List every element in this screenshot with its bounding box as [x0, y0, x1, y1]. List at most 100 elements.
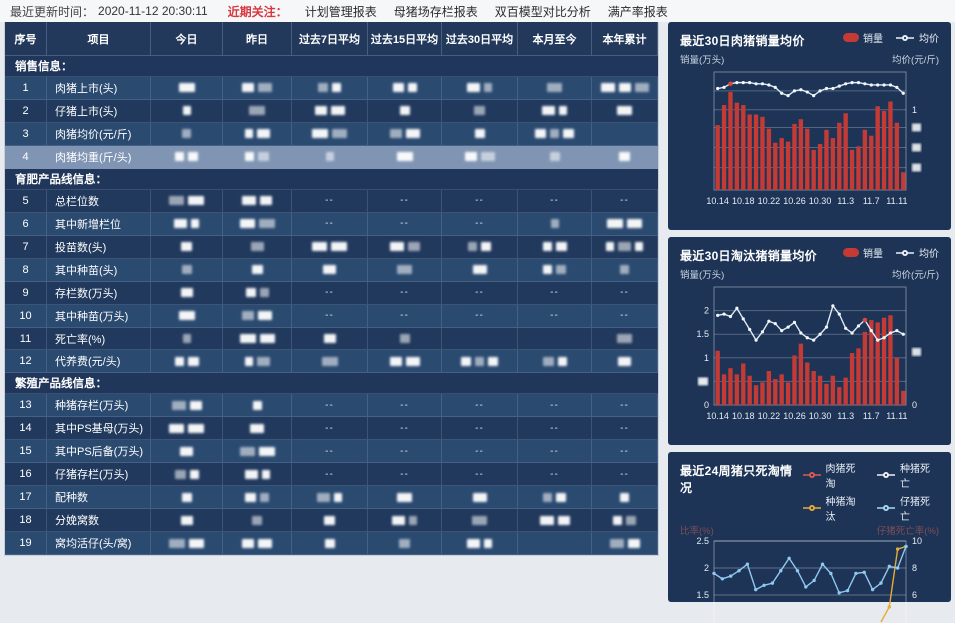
svg-text:10.14: 10.14	[706, 196, 729, 206]
legend-label: 销量	[863, 34, 883, 45]
row-number: 9	[5, 281, 47, 305]
redacted-value	[239, 334, 256, 343]
value-cell	[442, 145, 518, 169]
report-table: 序号 项目 今日 昨日 过去7日平均 过去15日平均 过去30日平均 本月至今 本年累计 销售信息…	[4, 22, 659, 556]
redacted-value	[242, 196, 256, 206]
value-cell: --	[368, 417, 442, 441]
empty-value: --	[325, 399, 334, 411]
redacted-value	[187, 356, 199, 366]
value-cell: --	[292, 394, 368, 418]
table-row[interactable]: 12 代养费(元/头)	[5, 350, 658, 374]
table-row[interactable]: 8 其中种苗(头)	[5, 258, 658, 282]
empty-value: --	[620, 310, 629, 322]
row-label: 窝均活仔(头/窝)	[47, 532, 151, 556]
svg-text:0: 0	[704, 400, 709, 410]
report-tab-2[interactable]: 母猪场存栏报表	[393, 4, 478, 19]
redacted-value	[242, 83, 254, 93]
section-header: 繁殖产品线信息：	[5, 373, 658, 395]
table-row[interactable]: 10 其中种苗(万头) -- -- -- -- --	[5, 304, 658, 328]
table-row[interactable]: 18 分娩窝数	[5, 509, 658, 533]
svg-text:10.22: 10.22	[758, 196, 781, 206]
value-cell	[151, 235, 223, 259]
table-row[interactable]: 15 其中PS后备(万头) -- -- -- -- --	[5, 440, 658, 464]
empty-value: --	[400, 310, 409, 322]
row-label: 投苗数(头)	[47, 235, 151, 259]
report-tab-1[interactable]: 计划管理报表	[304, 4, 377, 19]
empty-value: --	[325, 468, 334, 480]
recent-focus-label: 近期关注：	[227, 4, 288, 19]
empty-value: --	[620, 468, 629, 480]
legend-item-4[interactable]: 仔猪死亡	[876, 493, 939, 523]
value-cell: --	[368, 463, 442, 487]
value-cell: --	[518, 463, 592, 487]
value-cell	[442, 509, 518, 533]
row-label: 分娩窝数	[47, 509, 151, 533]
empty-value: --	[400, 445, 409, 457]
redacted-value	[244, 469, 258, 479]
redacted-value	[474, 106, 485, 116]
redacted-value	[549, 152, 560, 162]
table-row[interactable]: 3 肉猪均价(元/斤)	[5, 122, 658, 146]
legend-item-1[interactable]: 销量	[843, 30, 883, 45]
table-row[interactable]: 11 死亡率(%)	[5, 327, 658, 351]
redacted-value	[472, 515, 487, 525]
redacted-value	[547, 83, 562, 93]
svg-text:1: 1	[912, 105, 917, 115]
table-row[interactable]: 1 肉猪上市(头)	[5, 77, 658, 100]
table-row[interactable]: 13 种猪存栏(万头) -- -- -- -- --	[5, 394, 658, 418]
empty-value: --	[325, 310, 334, 322]
legend-label: 仔猪死亡	[899, 497, 930, 523]
table-row[interactable]: 7 投苗数(头)	[5, 235, 658, 259]
value-cell	[223, 463, 292, 487]
value-cell	[518, 532, 592, 556]
value-cell: --	[292, 189, 368, 213]
empty-value: --	[620, 399, 629, 411]
table-row[interactable]: 2 仔猪上市(头)	[5, 99, 658, 123]
redacted-value	[324, 538, 335, 548]
redacted-value	[180, 515, 193, 525]
table-row[interactable]: 14 其中PS基母(万头) -- -- -- -- --	[5, 417, 658, 441]
series-种猪淘汰	[880, 544, 908, 623]
redacted-value	[259, 334, 275, 343]
chart-panel: 最近30日肉猪销量均价 销量 均价 销量(万头) 均价(元/斤) 10.14 10.18 10…	[668, 22, 951, 623]
svg-text:1: 1	[704, 353, 709, 363]
redacted-value	[399, 538, 410, 548]
legend-item-1[interactable]: 销量	[843, 245, 883, 260]
row-number: 17	[5, 486, 47, 510]
value-cell	[592, 486, 658, 510]
report-tab-3[interactable]: 双百模型对比分析	[494, 4, 591, 19]
table-row[interactable]: 19 窝均活仔(头/窝)	[5, 532, 658, 556]
value-cell: --	[368, 281, 442, 305]
legend-item-1[interactable]: 肉猪死淘	[802, 460, 865, 490]
table-row[interactable]: 16 仔猪存栏(万头) -- -- -- -- --	[5, 463, 658, 487]
redacted-value	[256, 129, 270, 139]
legend-item-3[interactable]: 种猪淘汰	[802, 493, 865, 523]
svg-text:1.5: 1.5	[696, 590, 709, 600]
value-cell: --	[592, 304, 658, 328]
redacted-value	[256, 356, 270, 366]
table-row[interactable]: 6 其中新增栏位 -- -- --	[5, 212, 658, 236]
redacted-value	[175, 152, 184, 162]
value-cell: --	[592, 281, 658, 305]
redacted-value	[314, 106, 327, 116]
legend-item-2[interactable]: 种猪死亡	[876, 460, 939, 490]
value-cell: --	[368, 189, 442, 213]
report-tab-4[interactable]: 满产率报表	[607, 4, 668, 19]
table-row[interactable]: 5 总栏位数 -- -- -- -- --	[5, 189, 658, 213]
chart-plot: 2.5 10 2 8 1.5 6	[696, 537, 922, 623]
svg-text:10.18: 10.18	[732, 411, 755, 421]
redacted-value	[392, 83, 404, 93]
redacted-value	[556, 265, 566, 275]
legend-item-2[interactable]: 均价	[895, 30, 939, 45]
sales-bars	[715, 92, 906, 190]
value-cell: --	[368, 440, 442, 464]
table-row[interactable]: 4 肉猪均重(斤/头)	[5, 145, 658, 169]
legend-label: 均价	[919, 249, 939, 260]
redacted-value	[323, 265, 336, 275]
table-row[interactable]: 17 配种数	[5, 486, 658, 510]
table-row[interactable]: 9 存栏数(万头) -- -- -- -- --	[5, 281, 658, 305]
redacted-value	[620, 492, 629, 502]
legend-item-2[interactable]: 均价	[895, 245, 939, 260]
chart-title: 最近24周猪只死淘情况	[680, 464, 793, 495]
empty-value: --	[475, 445, 484, 457]
